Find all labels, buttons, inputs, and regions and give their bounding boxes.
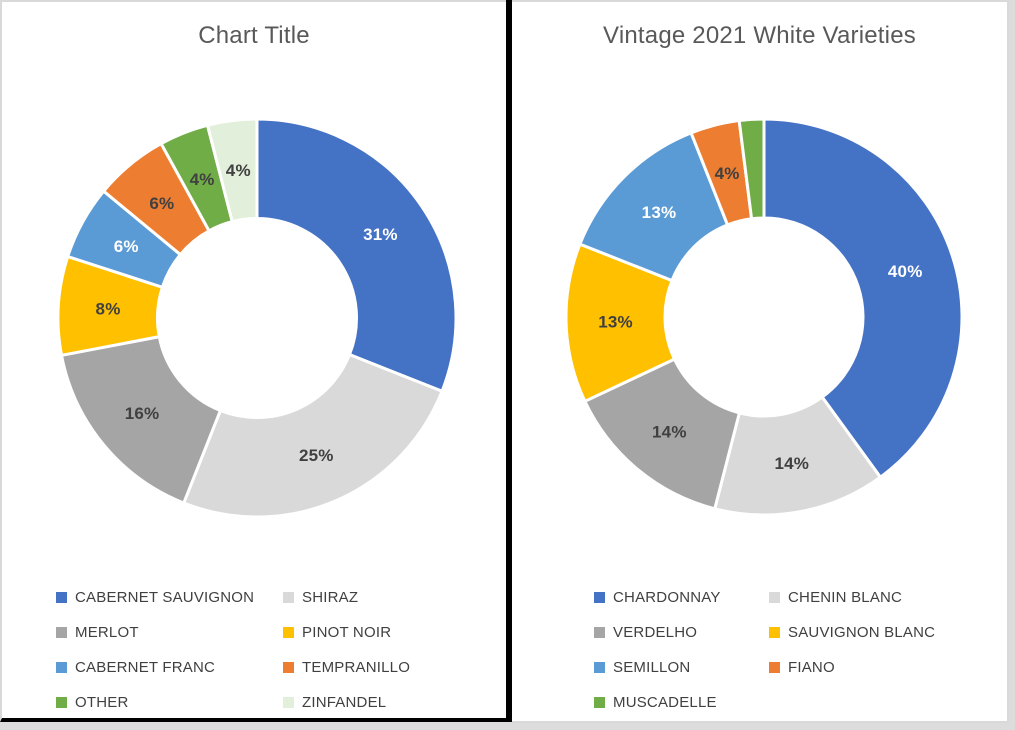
legend-item-other[interactable]: OTHER	[56, 685, 283, 720]
donut-chart-red-varieties: 31% 25% 16% 8% 6% 6% 4% 4%	[56, 117, 458, 519]
legend-label: SHIRAZ	[302, 589, 359, 606]
legend-color-chip-icon	[594, 662, 605, 673]
legend-label: VERDELHO	[613, 624, 698, 641]
legend-color-chip-icon	[56, 592, 67, 603]
legend-label: CABERNET FRANC	[75, 659, 216, 676]
data-label-shiraz: 25%	[299, 446, 334, 465]
donut-slice-muscadelle[interactable]	[737, 117, 766, 221]
data-label-cabernet-sauvignon: 31%	[363, 225, 398, 244]
chart-panel-red-varieties: Chart Title 31% 25% 16% 8% 6% 6% 4% 4% CABERNET…	[0, 0, 506, 722]
legend-item-sauvignon-blanc[interactable]: SAUVIGNON BLANC	[769, 615, 1009, 650]
legend-label: PINOT NOIR	[302, 624, 392, 641]
data-label-verdelho: 14%	[652, 422, 687, 441]
legend-label: CHENIN BLANC	[788, 589, 903, 606]
legend-item-tempranillo[interactable]: TEMPRANILLO	[283, 650, 493, 685]
legend-color-chip-icon	[769, 592, 780, 603]
chart-panel-white-varieties: Vintage 2021 White Varieties 40% 14% 14% 13…	[512, 0, 1009, 723]
donut-slice-shiraz[interactable]	[181, 352, 444, 519]
chart-title-right: Vintage 2021 White Varieties	[603, 22, 916, 49]
legend-label: MUSCADELLE	[613, 694, 717, 711]
legend-color-chip-icon	[56, 662, 67, 673]
legend-item-semillon[interactable]: SEMILLON	[594, 650, 769, 685]
legend-white-varieties: CHARDONNAY CHENIN BLANC VERDELHO SAUVIGNON …	[594, 580, 1009, 720]
legend-item-shiraz[interactable]: SHIRAZ	[283, 580, 493, 615]
legend-label: MERLOT	[75, 624, 139, 641]
donut-slice-cabernet-sauvignon[interactable]	[255, 117, 458, 394]
legend-item-chenin-blanc[interactable]: CHENIN BLANC	[769, 580, 1009, 615]
legend-color-chip-icon	[56, 697, 67, 708]
legend-item-zinfandel[interactable]: ZINFANDEL	[283, 685, 493, 720]
data-label-zinfandel: 4%	[226, 161, 251, 180]
donut-chart-white-varieties: 40% 14% 14% 13% 13% 4%	[564, 117, 964, 517]
legend-color-chip-icon	[283, 697, 294, 708]
data-label-sauvignon-blanc: 13%	[598, 313, 633, 332]
legend-item-muscadelle[interactable]: MUSCADELLE	[594, 685, 769, 720]
data-label-fiano: 4%	[715, 164, 740, 183]
chart-title-left: Chart Title	[198, 22, 310, 49]
panel-divider	[506, 0, 512, 722]
data-label-cabernet-franc: 6%	[114, 237, 139, 256]
legend-item-cabernet-franc[interactable]: CABERNET FRANC	[56, 650, 283, 685]
legend-item-cabernet-sauvignon[interactable]: CABERNET SAUVIGNON	[56, 580, 283, 615]
data-label-semillon: 13%	[642, 203, 677, 222]
legend-item-pinot-noir[interactable]: PINOT NOIR	[283, 615, 493, 650]
legend-label: SAUVIGNON BLANC	[788, 624, 936, 641]
legend-item-verdelho[interactable]: VERDELHO	[594, 615, 769, 650]
data-label-chenin-blanc: 14%	[775, 454, 810, 473]
data-label-chardonnay: 40%	[888, 262, 923, 281]
legend-label: OTHER	[75, 694, 129, 711]
legend-red-varieties: CABERNET SAUVIGNON SHIRAZ MERLOT PINOT NOIR…	[56, 580, 493, 720]
legend-color-chip-icon	[56, 627, 67, 638]
legend-color-chip-icon	[594, 592, 605, 603]
legend-color-chip-icon	[283, 662, 294, 673]
legend-label: CHARDONNAY	[613, 589, 721, 606]
data-label-merlot: 16%	[125, 404, 160, 423]
legend-color-chip-icon	[283, 627, 294, 638]
legend-color-chip-icon	[594, 697, 605, 708]
legend-item-merlot[interactable]: MERLOT	[56, 615, 283, 650]
donut-slice-zinfandel[interactable]	[205, 117, 259, 224]
legend-color-chip-icon	[283, 592, 294, 603]
data-label-other: 4%	[190, 170, 215, 189]
donut-slice-chardonnay[interactable]	[762, 117, 964, 480]
legend-item-chardonnay[interactable]: CHARDONNAY	[594, 580, 769, 615]
legend-label: CABERNET SAUVIGNON	[75, 589, 255, 606]
legend-label: SEMILLON	[613, 659, 691, 676]
legend-item-fiano[interactable]: FIANO	[769, 650, 1009, 685]
legend-color-chip-icon	[769, 627, 780, 638]
legend-color-chip-icon	[594, 627, 605, 638]
donut-slice-merlot[interactable]	[59, 334, 223, 505]
legend-label: FIANO	[788, 659, 835, 676]
legend-label: ZINFANDEL	[302, 694, 387, 711]
legend-label: TEMPRANILLO	[302, 659, 411, 676]
legend-color-chip-icon	[769, 662, 780, 673]
data-label-pinot-noir: 8%	[96, 300, 121, 319]
data-label-tempranillo: 6%	[149, 194, 174, 213]
